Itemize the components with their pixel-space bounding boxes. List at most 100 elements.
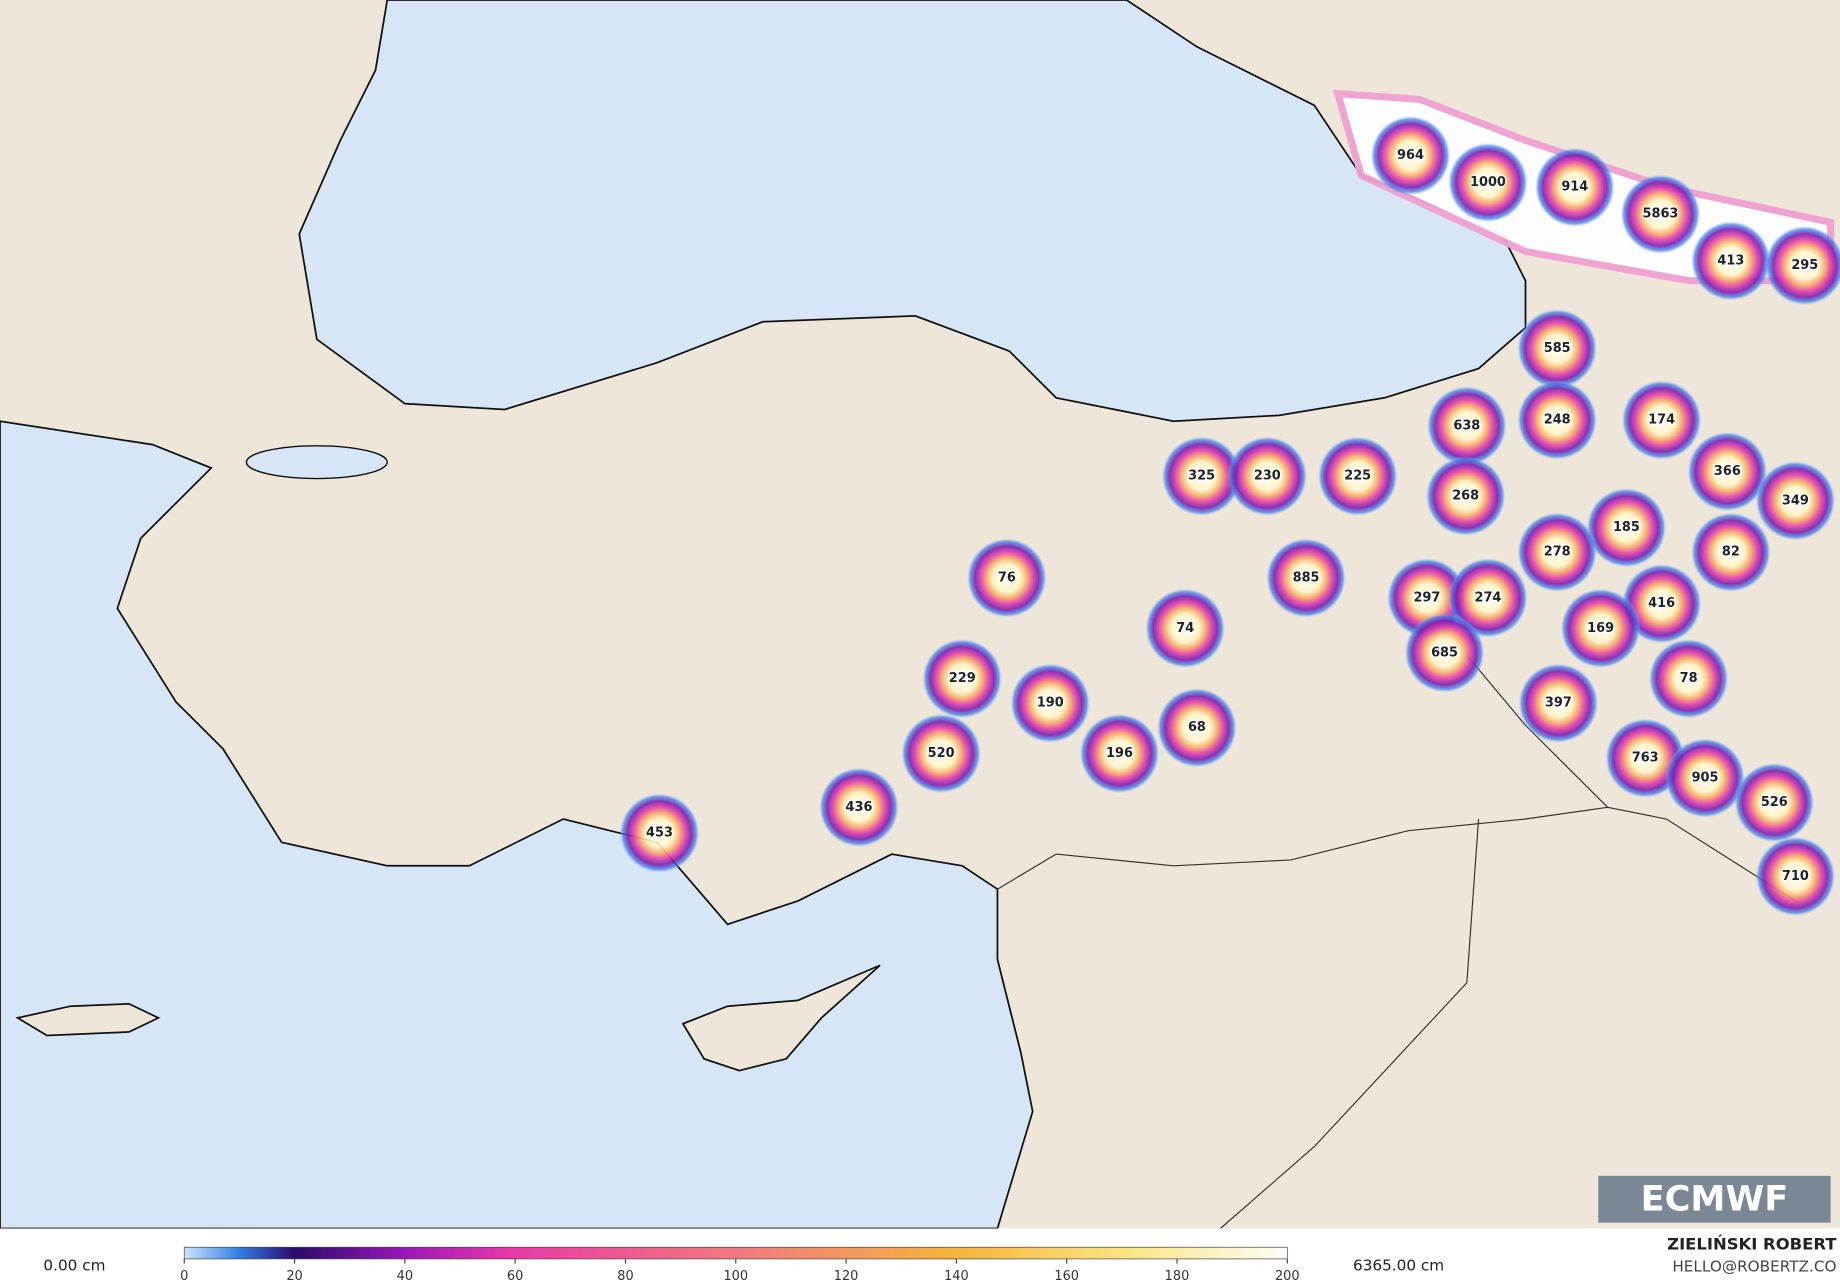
snow-area (1227, 436, 1308, 516)
snow-area (1755, 836, 1836, 917)
snow-label: 82 (1722, 545, 1740, 560)
snow-area (1665, 738, 1745, 818)
border (997, 654, 1796, 1229)
snow-label: 638 (1453, 418, 1480, 433)
snow-label: 5863 (1643, 207, 1679, 222)
colorbar-tick-label: 80 (617, 1269, 633, 1284)
snow-label: 905 (1692, 771, 1719, 786)
snow-label: 1000 (1470, 175, 1506, 190)
logo: ECMWF (1641, 1178, 1789, 1219)
snow-area (1690, 512, 1771, 593)
snow-label: 710 (1782, 869, 1809, 884)
snow-area (1755, 460, 1836, 541)
crete (15, 1002, 161, 1037)
snow-label: 366 (1714, 464, 1741, 479)
snow-label: 229 (949, 671, 976, 686)
colorbar-tick-label: 0 (180, 1269, 188, 1284)
snow-label: 520 (928, 746, 955, 761)
snow-label: 68 (1188, 720, 1206, 735)
snow-area (1370, 115, 1451, 196)
snow-area (1266, 538, 1346, 618)
logo-box (1598, 1175, 1831, 1223)
credit-name: ZIELIŃSKI ROBERT (1667, 1234, 1837, 1253)
colorbar-tick-label: 20 (286, 1269, 302, 1284)
snow-label: 196 (1106, 746, 1133, 761)
snow-area (1517, 308, 1598, 389)
snow-area (1517, 512, 1598, 593)
snow-area (1764, 225, 1840, 306)
snow-area (819, 767, 899, 848)
sea-of-marmara (245, 445, 388, 480)
cyprus (681, 964, 881, 1072)
snow-area (1161, 436, 1242, 516)
snow-area (1317, 436, 1398, 516)
snow-label: 274 (1474, 590, 1501, 605)
snow-area (1426, 386, 1507, 466)
snow-area (1010, 663, 1091, 743)
snow-label: 413 (1717, 253, 1744, 268)
snow-label: 248 (1544, 413, 1571, 428)
black-sea (298, 0, 1527, 423)
snow-area (922, 638, 1003, 719)
snow-label: 268 (1452, 489, 1479, 504)
snow-label: 763 (1632, 751, 1659, 766)
colorbar-tick-label: 140 (944, 1269, 969, 1284)
snow-label: 225 (1344, 469, 1371, 484)
snow-area (1586, 487, 1667, 568)
snow-area (1620, 174, 1701, 254)
colorbar-tick-label: 160 (1054, 1269, 1079, 1284)
colorbar-tick-label: 180 (1165, 1269, 1190, 1284)
snow-area (1157, 687, 1237, 768)
snow-area (1690, 221, 1771, 301)
snow-label: 230 (1254, 469, 1281, 484)
snow-label: 349 (1782, 493, 1809, 508)
snow-label: 278 (1544, 545, 1571, 560)
snow-label: 964 (1397, 148, 1424, 163)
snow-label: 397 (1545, 696, 1572, 711)
snow-label: 416 (1648, 596, 1675, 611)
snow-area (1518, 663, 1599, 743)
credit-email: HELLO@ROBERTZ.CO (1672, 1258, 1836, 1276)
legend-max: 6365.00 cm (1353, 1256, 1444, 1274)
snow-label: 78 (1680, 671, 1698, 686)
snow-area (1621, 380, 1702, 460)
snow-label: 185 (1613, 520, 1640, 535)
snow-label: 436 (846, 800, 873, 815)
snow-label: 685 (1431, 645, 1458, 660)
snow-label: 526 (1761, 795, 1788, 810)
snow-area (619, 793, 700, 873)
colorbar-tick-label: 100 (723, 1269, 748, 1284)
snow-area (1145, 588, 1226, 669)
colorbar-tick-label: 60 (507, 1269, 523, 1284)
snow-label: 885 (1293, 570, 1320, 585)
colorbar (183, 1246, 1288, 1260)
snow-area (1648, 638, 1729, 719)
snow-area (1734, 762, 1815, 843)
snow-area (1425, 456, 1506, 536)
snow-area (1687, 431, 1768, 512)
snow-area (1404, 613, 1485, 693)
colorbar-tick-label: 120 (834, 1269, 859, 1284)
snow-area (1079, 713, 1160, 794)
snow-label: 74 (1176, 621, 1194, 636)
snow-label: 325 (1188, 469, 1215, 484)
snow-label: 76 (998, 570, 1016, 585)
snow-label: 190 (1037, 696, 1064, 711)
snow-label: 914 (1561, 180, 1588, 195)
snow-area (901, 713, 982, 794)
snow-label: 585 (1544, 341, 1571, 356)
snow-label: 295 (1791, 258, 1818, 273)
snow-area (1621, 563, 1702, 644)
snow-area (1448, 142, 1528, 223)
snow-label: 297 (1413, 590, 1440, 605)
colorbar-tick-label: 200 (1275, 1269, 1300, 1284)
snow-label: 453 (646, 826, 673, 841)
snow-area (1517, 380, 1598, 460)
snow-area (1560, 588, 1641, 669)
snow-area (966, 538, 1047, 618)
colorbar-tick-label: 40 (397, 1269, 413, 1284)
snow-label: 169 (1587, 621, 1614, 636)
legend-min: 0.00 cm (43, 1256, 105, 1274)
snow-area (1448, 558, 1528, 638)
